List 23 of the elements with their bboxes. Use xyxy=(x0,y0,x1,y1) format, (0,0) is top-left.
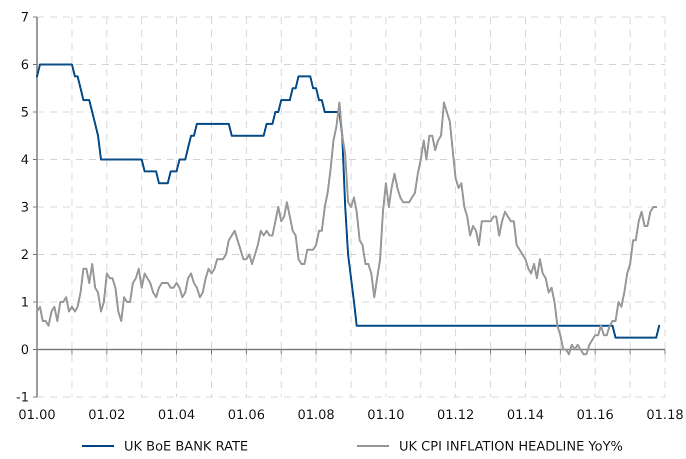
legend-label: UK CPI INFLATION HEADLINE YoY% xyxy=(399,440,623,455)
x-tick-label: 01.12 xyxy=(437,408,474,423)
x-tick-label: 01.10 xyxy=(367,408,405,423)
x-tick-label: 01.18 xyxy=(646,408,684,423)
legend-label: UK BoE BANK RATE xyxy=(124,440,248,455)
line-series xyxy=(36,102,658,356)
y-tick-label: 0 xyxy=(20,343,29,358)
x-tick-label: 01.02 xyxy=(88,408,126,423)
line-series xyxy=(36,64,660,339)
y-tick-label: 5 xyxy=(20,106,29,121)
y-tick-label: 6 xyxy=(20,58,29,74)
x-tick-label: 01.16 xyxy=(576,408,614,423)
y-tick-label: 4 xyxy=(20,153,29,168)
x-tick-label: 01.08 xyxy=(297,408,335,423)
y-tick-label: 1 xyxy=(20,296,29,311)
x-tick-label: 01.00 xyxy=(18,408,56,423)
y-tick-label: 7 xyxy=(20,10,29,26)
x-tick-label: 01.14 xyxy=(506,408,544,423)
x-tick-label: 01.06 xyxy=(228,408,265,423)
y-tick-label: 3 xyxy=(20,200,29,216)
y-tick-label: 2 xyxy=(20,248,29,264)
x-tick-label: 01.04 xyxy=(158,408,196,423)
y-tick-label: -1 xyxy=(16,390,29,406)
